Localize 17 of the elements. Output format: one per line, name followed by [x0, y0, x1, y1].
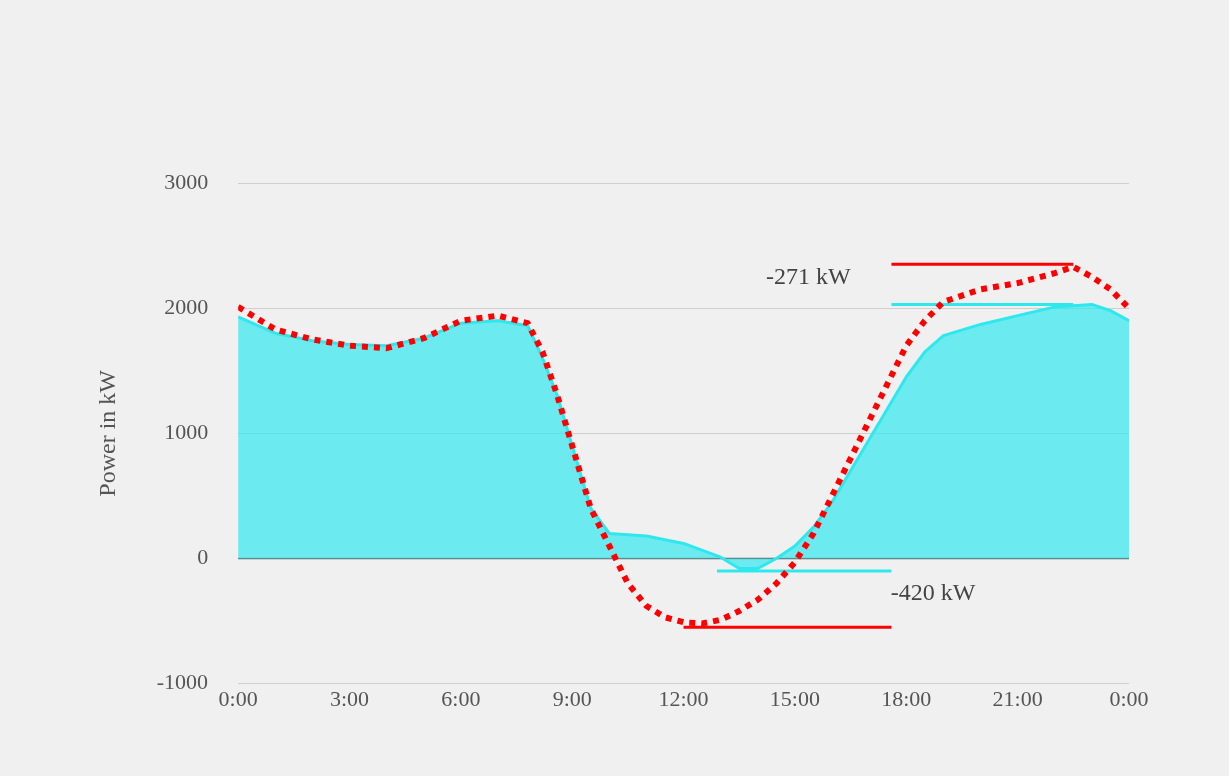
x-tick-label: 12:00 [658, 685, 709, 711]
x-tick-label: 6:00 [441, 685, 481, 711]
y-tick-label: 2000 [164, 293, 209, 319]
x-tick-label: 0:00 [218, 685, 258, 711]
x-tick-label: 9:00 [552, 685, 592, 711]
x-tick-label: 15:00 [769, 685, 820, 711]
x-tick-label: 3:00 [329, 685, 370, 711]
annotation: -271 kW [765, 263, 851, 290]
y-tick-label: 3000 [164, 168, 209, 194]
y-tick-label: 1000 [164, 419, 209, 445]
x-tick-label: 18:00 [881, 685, 932, 711]
y-tick-label: 0 [197, 544, 209, 570]
x-tick-label: 21:00 [992, 685, 1043, 711]
x-tick-label: 0:00 [1109, 685, 1149, 711]
annotation: -420 kW [890, 578, 976, 605]
y-tick-label: -1000 [156, 669, 209, 695]
y-axis-title: Power in kW [93, 369, 120, 497]
